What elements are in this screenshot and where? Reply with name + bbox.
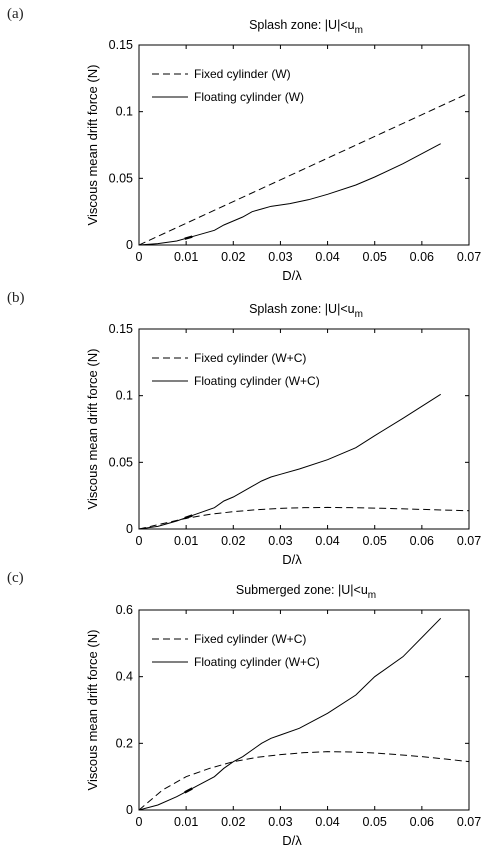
x-axis-label: D/λ (282, 268, 302, 283)
legend-label: Fixed cylinder (W+C) (194, 632, 306, 646)
y-tick-label: 0.05 (109, 171, 133, 185)
x-tick-label: 0.07 (457, 815, 481, 829)
x-tick-label: 0.03 (268, 815, 292, 829)
chart-panel-b: Splash zone: |U|<um 0 0.01 0.02 0.03 0.04 0.05… (85, 302, 481, 567)
series-marker (184, 235, 193, 240)
legend-label: Fixed cylinder (W) (194, 67, 291, 81)
x-tick-label: 0.05 (363, 250, 387, 264)
y-tick-label: 0.15 (109, 322, 133, 336)
x-tick-label: 0 (136, 250, 143, 264)
x-tick-label: 0.04 (315, 534, 339, 548)
plot-frame (138, 609, 470, 811)
y-tick-label: 0.1 (116, 389, 133, 403)
x-tick-label: 0.03 (268, 534, 292, 548)
x-tick-label: 0.06 (410, 534, 434, 548)
x-tick-label: 0.02 (221, 534, 245, 548)
legend-label: Floating cylinder (W+C) (194, 655, 320, 669)
series-line-2 (139, 617, 442, 810)
x-tick-label: 0.01 (174, 815, 198, 829)
y-tick-label: 0.2 (116, 736, 133, 750)
x-tick-label: 0.05 (363, 815, 387, 829)
chart-title: Splash zone: |U|<um (249, 302, 363, 320)
x-tick-label: 0.06 (410, 250, 434, 264)
series-line-2 (139, 393, 441, 529)
chart-panel-c: Submerged zone: |U|<um 0 0.01 0.02 0.03 0.04 0… (85, 583, 481, 848)
series-line-2 (139, 143, 441, 245)
y-tick-label: 0.05 (109, 455, 133, 469)
y-axis-label: Viscous mean drift force (N) (85, 65, 100, 226)
x-tick-label: 0.04 (315, 250, 339, 264)
legend-label: Floating cylinder (W) (194, 90, 304, 104)
panel-label-a: (a) (7, 6, 24, 22)
plot-frame (138, 44, 470, 246)
y-tick-label: 0 (126, 238, 133, 252)
x-tick-label: 0.04 (315, 815, 339, 829)
chart-panel-a: Splash zone: |U|<um 0 0.01 0.02 0.03 0.04 0.05… (85, 18, 481, 283)
chart-title: Splash zone: |U|<um (249, 18, 363, 36)
x-tick-label: 0.01 (174, 250, 198, 264)
y-axis-label: Viscous mean drift force (N) (85, 349, 100, 510)
y-tick-label: 0 (126, 522, 133, 536)
panel-label-b: (b) (7, 290, 25, 306)
y-tick-label: 0.15 (109, 38, 133, 52)
x-tick-label: 0.02 (221, 250, 245, 264)
x-axis-label: D/λ (282, 552, 302, 567)
y-tick-label: 0 (126, 803, 133, 817)
panel-label-c: (c) (7, 570, 24, 586)
x-tick-label: 0.05 (363, 534, 387, 548)
x-tick-label: 0 (136, 815, 143, 829)
x-axis-label: D/λ (282, 833, 302, 848)
chart-title: Submerged zone: |U|<um (236, 583, 376, 601)
y-tick-label: 0.4 (116, 670, 133, 684)
x-tick-label: 0.06 (410, 815, 434, 829)
legend-label: Floating cylinder (W+C) (194, 374, 320, 388)
x-tick-label: 0 (136, 534, 143, 548)
y-axis-label: Viscous mean drift force (N) (85, 630, 100, 791)
series-marker (184, 787, 193, 794)
series-marker (184, 514, 193, 520)
x-tick-label: 0.01 (174, 534, 198, 548)
y-tick-label: 0.6 (116, 603, 133, 617)
series-line-1 (139, 751, 469, 810)
series-line-1 (139, 92, 469, 245)
x-tick-label: 0.02 (221, 815, 245, 829)
x-tick-label: 0.03 (268, 250, 292, 264)
series-line-1 (139, 506, 469, 529)
x-tick-label: 0.07 (457, 250, 481, 264)
plot-frame (138, 328, 470, 530)
legend-label: Fixed cylinder (W+C) (194, 351, 306, 365)
y-tick-label: 0.1 (116, 105, 133, 119)
x-tick-label: 0.07 (457, 534, 481, 548)
